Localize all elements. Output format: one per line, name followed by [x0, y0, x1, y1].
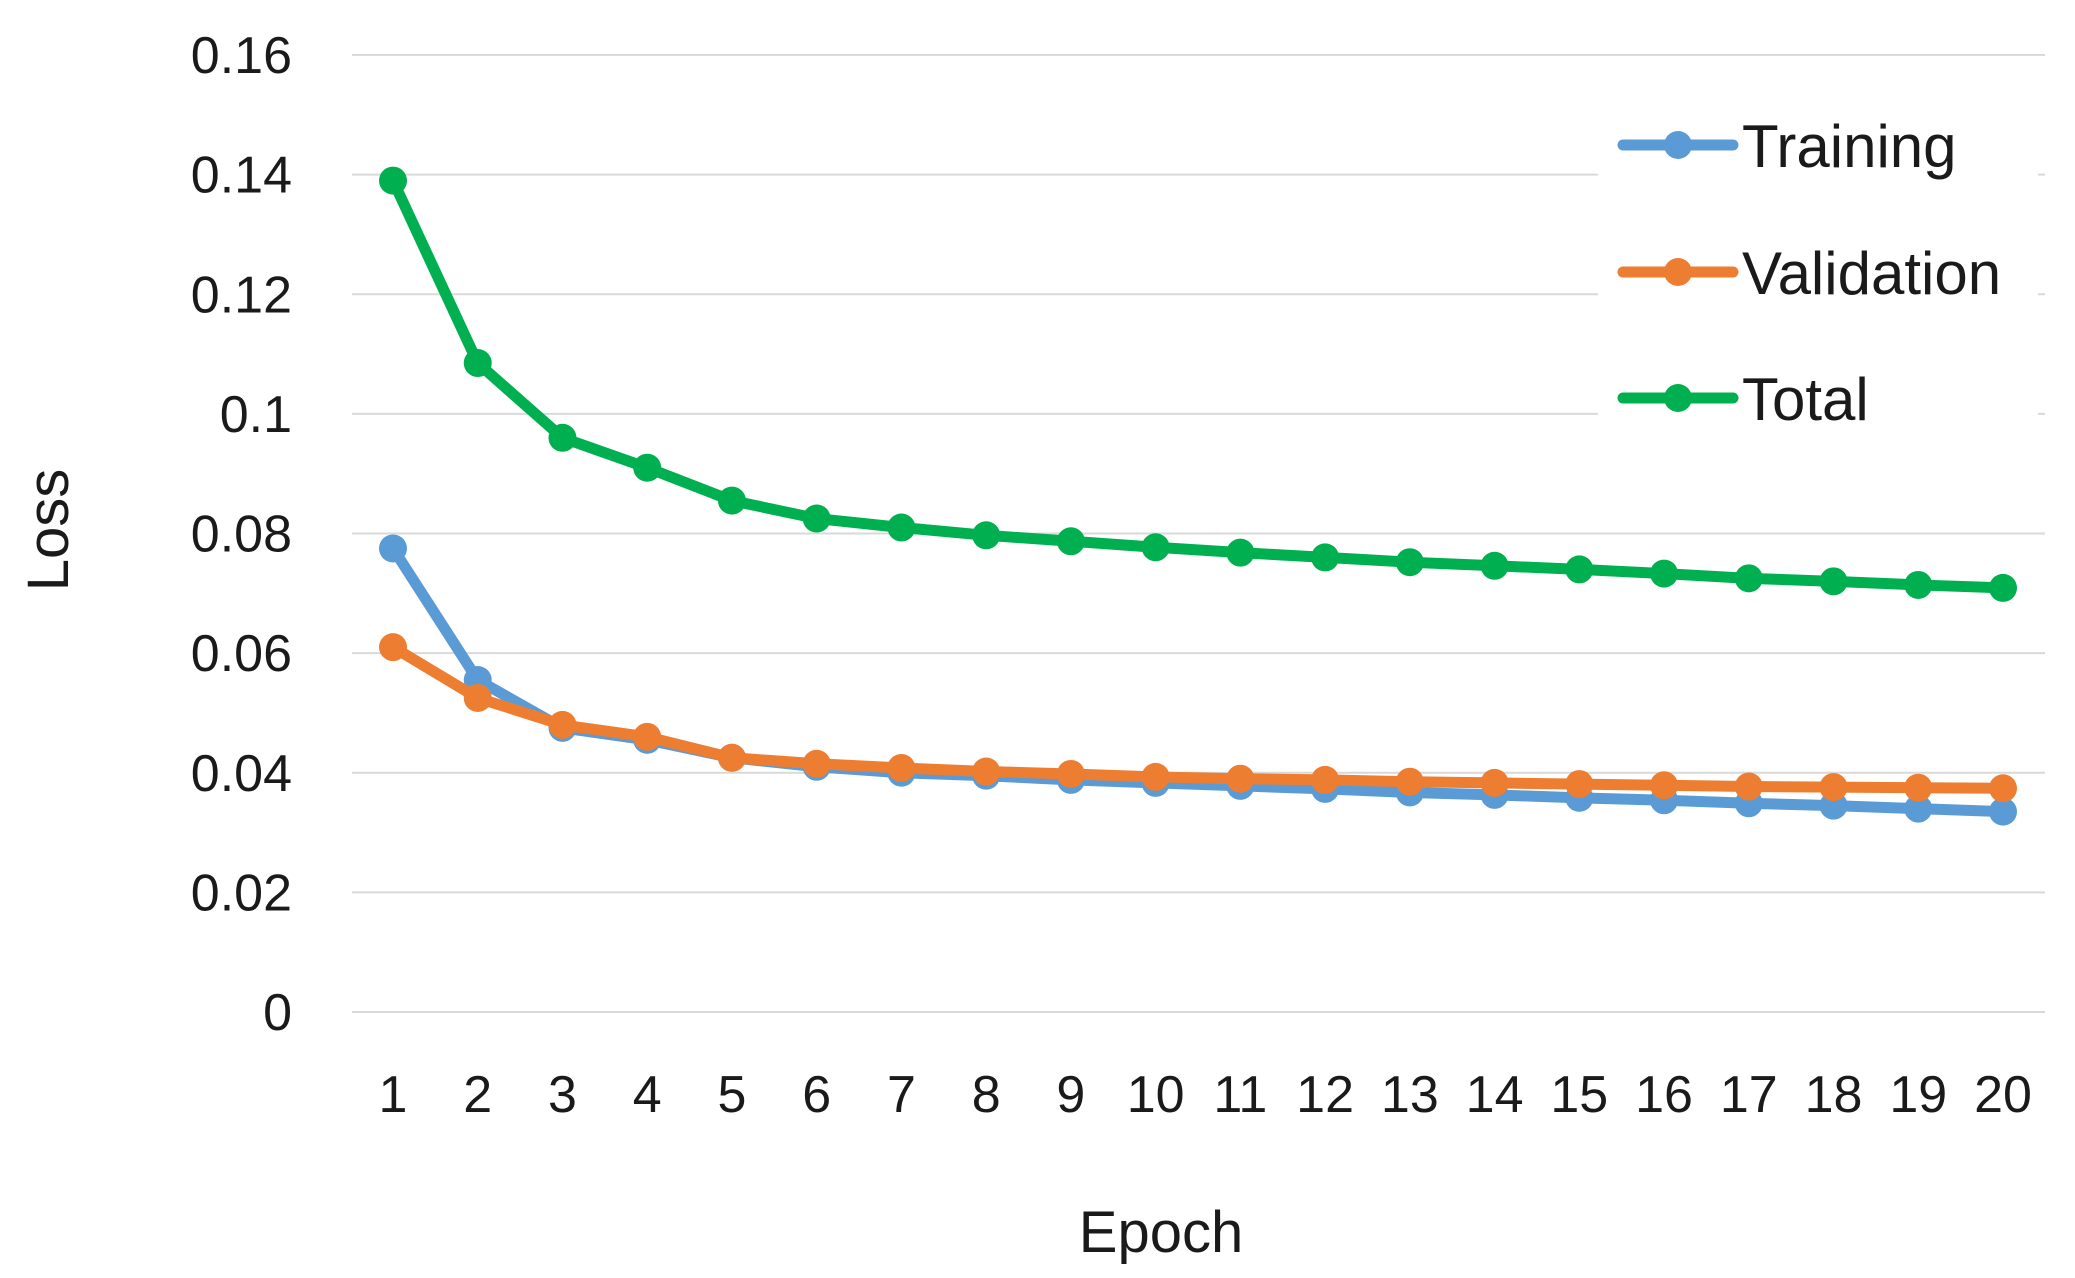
data-point [1989, 573, 2017, 602]
data-point [1226, 538, 1255, 567]
data-point [1989, 797, 2017, 826]
x-tick-label: 20 [1974, 1066, 2032, 1124]
x-tick-label: 15 [1550, 1066, 1608, 1124]
data-point [1565, 555, 1594, 584]
legend-marker [1664, 131, 1692, 159]
data-point [379, 534, 407, 563]
data-point [633, 453, 662, 482]
data-point [633, 722, 662, 751]
data-point [1904, 570, 1933, 599]
series-validation [379, 633, 2017, 803]
data-point [1565, 770, 1594, 799]
data-point [1650, 559, 1679, 588]
data-point [887, 513, 916, 542]
data-point [1734, 772, 1763, 801]
data-point [379, 633, 407, 662]
data-point [1311, 543, 1340, 572]
legend-label: Validation [1742, 240, 2001, 307]
data-point [1311, 765, 1340, 794]
x-tick-label: 8 [972, 1066, 1001, 1124]
data-point [972, 521, 1001, 550]
y-tick-label: 0.08 [191, 506, 292, 564]
data-point [887, 753, 916, 782]
x-tick-label: 1 [379, 1066, 408, 1124]
legend: Training Validation Total [1598, 100, 2038, 433]
legend-marker [1664, 258, 1692, 286]
data-point [1819, 567, 1848, 596]
x-tick-label: 18 [1805, 1066, 1863, 1124]
series-line [387, 175, 2009, 594]
y-axis-title: Loss [16, 469, 81, 592]
data-point [717, 486, 746, 515]
y-tick-label: 0.06 [191, 625, 292, 683]
legend-item-total: Total [1617, 366, 1869, 433]
x-tick-label: 14 [1466, 1066, 1524, 1124]
y-tick-label: 0.16 [191, 27, 292, 85]
legend-label: Training [1742, 113, 1957, 180]
x-axis-ticks: 1 2 3 4 5 6 7 8 9 10 11 12 13 14 15 16 17 18 19 20 [379, 1066, 2032, 1124]
x-tick-label: 17 [1720, 1066, 1778, 1124]
data-point [1904, 773, 1933, 802]
data-point [463, 683, 492, 712]
data-point [717, 743, 746, 772]
series-total [379, 166, 2017, 602]
x-tick-label: 10 [1127, 1066, 1185, 1124]
x-tick-label: 5 [717, 1066, 746, 1124]
x-tick-label: 13 [1381, 1066, 1439, 1124]
data-point [1056, 759, 1085, 788]
data-point [1226, 764, 1255, 793]
data-point [1480, 551, 1509, 580]
data-point [802, 749, 831, 778]
legend-marker [1664, 384, 1692, 412]
series-lines [379, 166, 2017, 826]
data-point [1395, 767, 1424, 796]
data-point [1141, 533, 1170, 562]
data-point [1480, 768, 1509, 797]
x-tick-label: 4 [633, 1066, 662, 1124]
data-point [1395, 548, 1424, 577]
x-tick-label: 11 [1213, 1066, 1267, 1124]
data-point [802, 504, 831, 533]
data-point [1819, 773, 1848, 802]
legend-item-training: Training [1617, 113, 1957, 180]
y-tick-label: 0 [263, 984, 292, 1042]
data-point [1141, 762, 1170, 791]
legend-label: Total [1742, 366, 1869, 433]
x-tick-label: 2 [463, 1066, 492, 1124]
data-point [548, 423, 577, 452]
x-tick-label: 3 [548, 1066, 577, 1124]
x-tick-label: 19 [1889, 1066, 1947, 1124]
series-line [387, 641, 2009, 794]
x-tick-label: 7 [887, 1066, 916, 1124]
y-tick-label: 0.1 [220, 386, 292, 444]
y-tick-label: 0.12 [191, 266, 292, 324]
data-point [379, 166, 407, 195]
data-point [1650, 771, 1679, 800]
legend-item-validation: Validation [1617, 240, 2001, 307]
x-tick-label: 6 [802, 1066, 831, 1124]
data-point [1056, 527, 1085, 556]
y-axis-ticks: 0 0.02 0.04 0.06 0.08 0.1 0.12 0.14 0.16 [191, 27, 292, 1042]
gridlines [352, 54, 2045, 1013]
y-tick-label: 0.14 [191, 147, 292, 205]
x-axis-title: Epoch [1079, 1200, 1243, 1265]
x-tick-label: 16 [1635, 1066, 1693, 1124]
data-point [463, 349, 492, 378]
data-point [1904, 794, 1933, 823]
x-tick-label: 9 [1056, 1066, 1085, 1124]
x-tick-label: 12 [1296, 1066, 1354, 1124]
data-point [1734, 564, 1763, 593]
data-point [972, 757, 1001, 786]
y-tick-label: 0.02 [191, 864, 292, 922]
data-point [548, 710, 577, 739]
y-tick-label: 0.04 [191, 745, 292, 803]
data-point [1989, 774, 2017, 803]
